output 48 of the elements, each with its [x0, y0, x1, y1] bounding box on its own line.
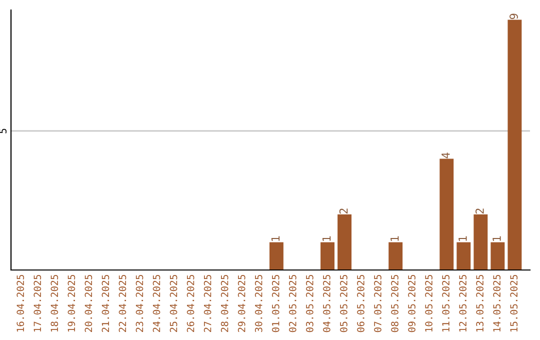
- data-label: 1: [390, 236, 399, 241]
- x-tick-label: 11.05.2025: [442, 274, 450, 332]
- x-tick-label: 05.05.2025: [340, 274, 348, 332]
- data-label: 4: [442, 152, 450, 158]
- x-tick-label: 15.05.2025: [510, 274, 518, 332]
- x-tick-label: 28.04.2025: [220, 274, 228, 332]
- data-label: 1: [492, 236, 501, 241]
- data-label: 1: [322, 236, 331, 241]
- x-tick-label: 16.04.2025: [16, 274, 24, 332]
- x-tick-label: 13.05.2025: [476, 274, 484, 332]
- x-tick-label: 07.05.2025: [374, 274, 382, 332]
- x-tick-label: 30.04.2025: [254, 274, 262, 332]
- x-tick-label: 09.05.2025: [408, 274, 416, 332]
- x-tick-label: 04.05.2025: [323, 274, 330, 332]
- x-tick-label: 18.04.2025: [50, 274, 58, 332]
- bar: [388, 242, 403, 270]
- x-tick-label: 29.04.2025: [238, 274, 246, 332]
- data-label: 2: [339, 208, 348, 214]
- x-tick-label: 22.04.2025: [118, 274, 126, 332]
- bar: [440, 158, 454, 270]
- x-tick-label: 03.05.2025: [306, 274, 314, 332]
- data-label: 1: [458, 236, 467, 241]
- x-tick-label: 26.04.2025: [186, 274, 194, 332]
- x-tick-label: 23.04.2025: [136, 274, 144, 332]
- data-label: 9: [510, 14, 518, 20]
- x-tick-label: 01.05.2025: [272, 274, 280, 332]
- x-tick-label: 08.05.2025: [391, 274, 398, 332]
- bar: [490, 242, 505, 270]
- x-tick-label: 12.05.2025: [459, 274, 466, 332]
- bar: [474, 214, 488, 270]
- bar: [508, 20, 522, 270]
- x-tick-label: 20.04.2025: [84, 274, 92, 332]
- x-tick-label: 06.05.2025: [357, 274, 364, 332]
- data-label: 2: [476, 208, 484, 214]
- data-label: 1: [271, 236, 280, 241]
- x-tick-label: 27.04.2025: [204, 274, 212, 332]
- x-tick-label: 14.05.2025: [493, 274, 501, 332]
- x-tick-label: 19.04.2025: [68, 274, 76, 332]
- bar: [269, 242, 284, 270]
- bar: [456, 242, 471, 270]
- x-tick-label: 25.04.2025: [170, 274, 178, 332]
- x-tick-label: 17.04.2025: [34, 274, 42, 332]
- x-tick-label: 21.04.2025: [102, 274, 110, 332]
- x-tick-label: 10.05.2025: [425, 274, 432, 332]
- x-tick-label: 24.04.2025: [152, 274, 160, 332]
- bar: [338, 214, 352, 270]
- x-tick-label: 02.05.2025: [288, 274, 296, 332]
- bar: [320, 242, 334, 270]
